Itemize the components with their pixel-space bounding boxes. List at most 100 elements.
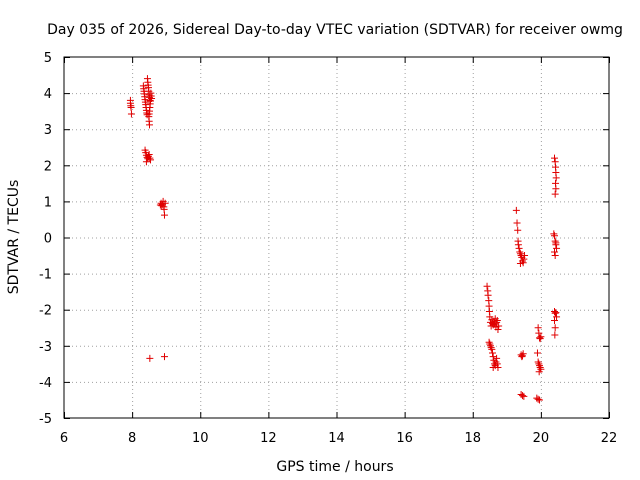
data-point-marker [489,353,497,361]
data-point-marker [551,232,558,240]
data-point-marker [520,392,528,400]
data-point-marker [127,110,135,118]
data-point-marker [489,363,497,371]
data-point-marker [536,363,544,371]
chart-title: Day 035 of 2026, Sidereal Day-to-day VTE… [47,22,623,38]
data-point-marker [146,354,154,362]
data-point-marker [518,392,526,400]
data-point-marker [516,248,524,256]
data-point-marker [160,353,168,361]
data-point-marker [147,156,155,164]
data-point-marker [552,239,560,247]
data-point-marker [551,324,559,332]
data-point-marker [493,354,501,362]
x-tick-label: 6 [60,431,68,446]
x-axis-title: GPS time / hours [276,459,393,475]
x-tick-label: 10 [192,431,209,446]
data-point-marker [537,333,545,341]
y-tick-label: 4 [44,87,52,102]
data-point-marker [516,250,524,258]
data-point-marker [552,309,560,317]
data-point-marker [489,349,497,357]
data-point-marker [519,350,527,358]
data-point-marker [551,308,558,316]
x-tick-label: 20 [533,431,550,446]
data-point-marker [160,211,168,219]
y-tick-label: 0 [44,232,52,247]
data-point-marker [551,237,559,245]
data-point-marker [551,190,559,198]
data-point-marker [487,344,495,352]
data-point-marker [551,252,559,260]
data-point-marker [144,152,152,160]
data-point-marker [534,358,542,366]
y-tick-label: -4 [39,376,52,391]
data-point-marker [536,362,544,370]
data-point-marker [514,241,522,249]
data-point-marker [514,226,522,234]
data-point-marker [552,174,560,182]
data-point-marker [488,345,496,353]
x-tick-label: 8 [128,431,136,446]
data-point-marker [521,252,529,260]
data-point-marker [513,219,521,227]
data-points [126,75,561,404]
data-point-marker [551,331,559,339]
data-point-marker [493,317,501,325]
data-point-marker [484,291,492,299]
data-point-marker [485,338,493,346]
data-point-marker [535,368,543,376]
y-tick-label: -3 [39,340,52,355]
y-tick-label: -2 [39,304,52,319]
y-tick-label: -1 [39,268,52,283]
data-point-marker [520,255,528,263]
y-tick-label: -5 [39,412,52,427]
x-tick-label: 14 [328,431,345,446]
data-point-marker [518,353,526,361]
data-point-marker [486,342,494,350]
data-point-marker [551,248,558,256]
y-axis-title: SDTVAR / TECUs [6,180,22,295]
data-point-marker [533,349,541,357]
y-tick-label: 2 [44,159,52,174]
data-point-marker [551,309,559,317]
data-point-marker [553,313,561,321]
data-point-marker [493,360,501,368]
data-point-marker [495,322,503,330]
data-point-marker [142,158,150,166]
data-point-marker [486,340,494,348]
data-point-marker [516,259,524,267]
data-point-marker [535,360,543,368]
x-tick-label: 18 [464,431,481,446]
data-point-marker [534,324,542,332]
data-point-marker [551,154,558,162]
data-point-marker [550,230,558,238]
x-tick-label: 12 [260,431,277,446]
data-point-marker [512,206,520,214]
x-tick-label: 16 [396,431,413,446]
data-point-marker [552,185,560,193]
grid-lines [64,57,609,418]
data-point-marker [145,121,153,129]
data-point-marker [515,244,523,252]
data-point-marker [483,282,491,290]
y-tick-label: 1 [44,195,52,210]
data-point-marker [494,326,502,334]
data-point-marker [161,199,169,207]
plot-frame [63,56,610,419]
data-point-marker [536,396,544,404]
data-point-marker [147,97,155,105]
data-point-marker [145,150,153,158]
data-point-marker [551,317,558,325]
x-tick-label: 22 [601,431,618,446]
data-point-marker [127,104,135,112]
data-point-marker [493,318,501,326]
y-tick-label: 3 [44,123,52,138]
data-point-marker [553,244,561,252]
data-point-marker [536,335,544,343]
data-point-marker [146,154,154,162]
data-point-marker [492,358,500,366]
